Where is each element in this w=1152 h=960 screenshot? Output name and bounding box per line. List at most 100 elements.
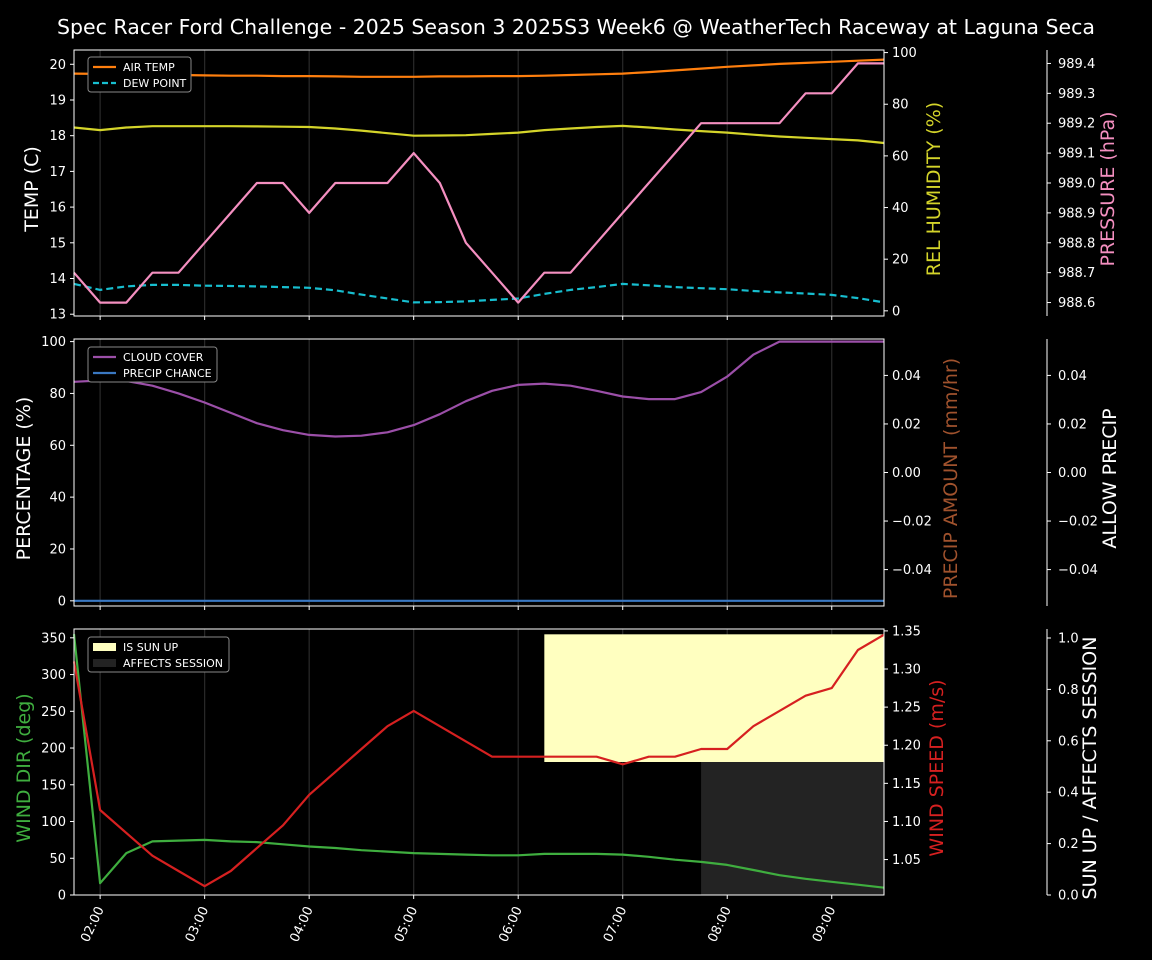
legend: AIR TEMP DEW POINT — [87, 56, 192, 93]
far-right-tick-label: 989.1 — [1058, 147, 1095, 162]
right-tick-label: 1.15 — [892, 777, 921, 792]
left-tick-label: 13 — [49, 308, 66, 323]
series-line-air-temp — [73, 58, 885, 78]
left-tick-label: 60 — [49, 439, 66, 454]
left-tick-label: 14 — [49, 272, 66, 287]
far-right-tick-label: 988.8 — [1058, 236, 1095, 251]
x-tick-label: 07:00 — [601, 904, 630, 944]
panel-cloud-precip: 0 20 40 60 80 100 −0.04 −0.02 0.00 0.02 0.04 −0.04 −… — [13, 335, 1121, 610]
left-axis-title: TEMP (C) — [21, 146, 43, 233]
far-right-axis-title: ALLOW PRECIP — [1099, 408, 1121, 548]
left-axis-title: WIND DIR (deg) — [13, 693, 35, 842]
far-right-tick-label: 989.0 — [1058, 177, 1095, 192]
legend-swatch — [93, 643, 116, 651]
far-right-axis-title: PRESSURE (hPa) — [1097, 111, 1119, 266]
left-tick-label: 200 — [41, 742, 66, 757]
series-line-pressure — [73, 62, 884, 304]
left-tick-label: 18 — [49, 129, 66, 144]
left-tick-label: 40 — [49, 491, 66, 506]
right-tick-label: 20 — [892, 253, 909, 268]
right-tick-label: 1.35 — [892, 624, 921, 639]
left-tick-label: 20 — [49, 542, 66, 557]
series-line-cloud-cover — [73, 340, 884, 438]
shaded-region — [701, 762, 884, 895]
right-axis-title: WIND SPEED (m/s) — [926, 679, 948, 856]
chart-title: Spec Racer Ford Challenge - 2025 Season … — [57, 15, 1095, 39]
plot-frame — [73, 49, 885, 317]
far-right-tick-label: 0.04 — [1058, 369, 1087, 384]
right-tick-label: 80 — [892, 98, 909, 113]
legend-label: CLOUD COVER — [123, 351, 204, 364]
x-tick-label: 04:00 — [287, 904, 316, 944]
x-tick-label: 08:00 — [705, 904, 734, 944]
far-right-tick-label: 0.02 — [1058, 417, 1087, 432]
panel-wind-sun: 0 50 100 150 200 250 300 350 1.05 1.10 1.15 1.20 1.2… — [13, 624, 1101, 903]
right-axis-title: REL HUMIDITY (%) — [923, 102, 945, 276]
right-tick-label: 60 — [892, 149, 909, 164]
right-tick-label: 0 — [892, 304, 900, 319]
legend-box — [87, 346, 218, 383]
far-right-tick-label: 988.7 — [1058, 266, 1095, 281]
shaded-region — [544, 634, 884, 762]
left-tick-label: 16 — [49, 201, 66, 216]
legend: IS SUN UP AFFECTS SESSION — [87, 636, 230, 673]
series-line-wind-dir — [72, 633, 885, 889]
legend-label: AIR TEMP — [123, 61, 175, 74]
far-right-tick-label: −0.02 — [1058, 515, 1098, 530]
far-right-tick-label: 0.00 — [1058, 466, 1087, 481]
far-right-tick-label: −0.04 — [1058, 563, 1098, 578]
far-right-tick-label: 0.2 — [1058, 837, 1079, 852]
series-line-wind-speed — [72, 633, 885, 888]
far-right-tick-label: 0.0 — [1058, 889, 1079, 904]
right-tick-label: 100 — [892, 46, 917, 61]
left-tick-label: 50 — [49, 852, 66, 867]
far-right-tick-label: 989.4 — [1058, 57, 1095, 72]
left-tick-label: 80 — [49, 387, 66, 402]
panel-temperature-humidity-pressure: 13 14 15 16 17 18 19 20 0 20 40 60 80 100 988.6 988.7 98… — [21, 46, 1119, 323]
x-tick-label: 03:00 — [183, 904, 212, 944]
right-tick-label: 40 — [892, 201, 909, 216]
legend-box — [87, 636, 230, 673]
far-right-tick-label: 0.8 — [1058, 683, 1079, 698]
right-axis-title: PRECIP AMOUNT (mm/hr) — [940, 358, 962, 599]
right-tick-label: −0.04 — [892, 563, 932, 578]
right-tick-label: −0.02 — [892, 515, 932, 530]
right-tick-label: 1.30 — [892, 663, 921, 678]
far-right-tick-label: 1.0 — [1058, 631, 1079, 646]
x-tick-label: 09:00 — [810, 904, 839, 944]
series-line-rel-humidity — [73, 124, 885, 145]
series-line-dew-point — [73, 282, 885, 304]
legend-swatch — [93, 659, 116, 667]
left-tick-label: 20 — [49, 58, 66, 73]
left-tick-label: 15 — [49, 236, 66, 251]
legend-label: DEW POINT — [123, 77, 187, 90]
left-tick-label: 350 — [41, 631, 66, 646]
right-tick-label: 0.04 — [892, 369, 921, 384]
right-tick-label: 1.05 — [892, 853, 921, 868]
plot-frame — [73, 628, 885, 896]
left-tick-label: 0 — [58, 889, 66, 904]
left-tick-label: 19 — [49, 93, 66, 108]
left-tick-label: 0 — [58, 594, 66, 609]
far-right-tick-label: 0.4 — [1058, 786, 1079, 801]
legend-label: IS SUN UP — [123, 641, 179, 654]
x-tick-label: 06:00 — [496, 904, 525, 944]
left-tick-label: 17 — [49, 165, 66, 180]
right-tick-label: 1.25 — [892, 701, 921, 716]
left-tick-label: 300 — [41, 668, 66, 683]
left-axis-title: PERCENTAGE (%) — [13, 397, 35, 561]
legend-label: PRECIP CHANCE — [123, 367, 212, 380]
far-right-axis-title: SUN UP / AFFECTS SESSION — [1079, 637, 1101, 900]
right-tick-label: 1.20 — [892, 739, 921, 754]
far-right-tick-label: 989.2 — [1058, 117, 1095, 132]
right-tick-label: 1.10 — [892, 815, 921, 830]
x-tick-label: 02:00 — [78, 904, 107, 944]
far-right-tick-label: 988.9 — [1058, 206, 1095, 221]
left-tick-label: 100 — [41, 815, 66, 830]
left-tick-label: 150 — [41, 778, 66, 793]
left-tick-label: 100 — [41, 335, 66, 350]
right-tick-label: 0.02 — [892, 417, 921, 432]
right-tick-label: 0.00 — [892, 466, 921, 481]
far-right-tick-label: 989.3 — [1058, 87, 1095, 102]
